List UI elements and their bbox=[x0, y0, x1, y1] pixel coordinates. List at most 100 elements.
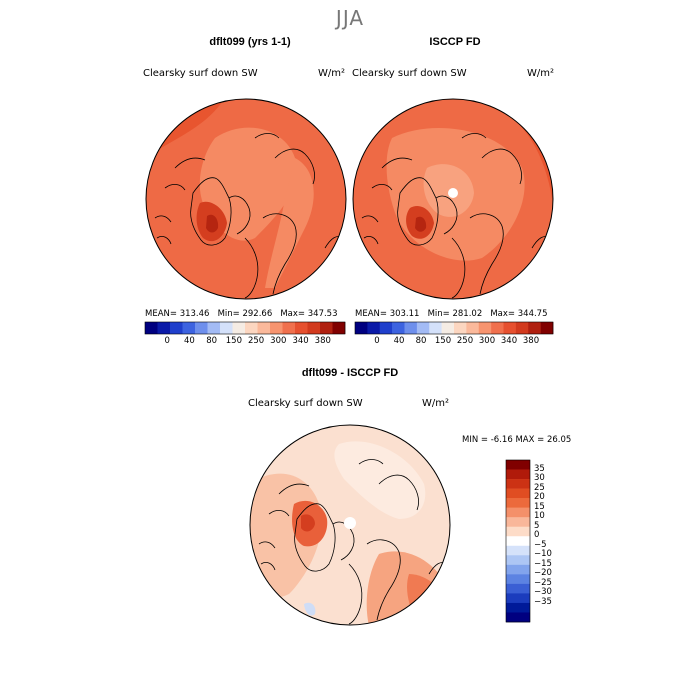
panel-1-variable: Clearsky surf down SW bbox=[143, 68, 258, 79]
panel-2-stats: MEAN= 303.11 Min= 281.02 Max= 344.75 bbox=[355, 309, 548, 319]
diff-field-neutral bbox=[334, 441, 426, 519]
diff-colorbar-swatch bbox=[506, 612, 530, 623]
panel-2-polar-map bbox=[352, 98, 554, 300]
panel-1-field-lower bbox=[199, 127, 297, 241]
panel-1-colorbar-tick-label: 150 bbox=[225, 336, 242, 346]
panel-2-units: W/m² bbox=[527, 68, 555, 79]
panel-2-colorbar-swatch bbox=[429, 322, 442, 334]
diff-panel-colorbar bbox=[505, 459, 531, 623]
panel-2-colorbar-tick-label: 80 bbox=[415, 336, 427, 346]
diff-colorbar-swatch bbox=[506, 545, 530, 556]
panel-1-colorbar-swatch bbox=[182, 322, 196, 334]
panel-2-colorbar-tick-label: 250 bbox=[456, 336, 474, 346]
diff-colorbar-tick-label: −10 bbox=[534, 549, 552, 560]
panel-2-colorbar-swatch bbox=[416, 322, 430, 334]
panel-2-colorbar-swatch bbox=[491, 322, 504, 334]
panel-1-colorbar-swatch bbox=[145, 322, 158, 334]
panel-1-field-greenland-core bbox=[206, 214, 219, 233]
panel-1-colorbar-tick-label: 340 bbox=[292, 336, 309, 346]
panel-2-colorbar-swatch bbox=[441, 322, 455, 334]
panel-1-coastlines bbox=[154, 133, 344, 299]
panel-2-colorbar-tick-label: 0 bbox=[374, 336, 380, 346]
panel-2-mean-label: MEAN= bbox=[355, 309, 387, 319]
diff-panel-polar-map bbox=[249, 424, 451, 626]
panel-2-colorbar-tick-label: 340 bbox=[500, 336, 518, 346]
diff-colorbar-tick-label: 30 bbox=[534, 473, 545, 484]
panel-1-colorbar-tick-label: 80 bbox=[206, 336, 218, 346]
diff-colorbar-swatch bbox=[506, 469, 530, 480]
diff-panel-title: dflt099 - ISCCP FD bbox=[301, 367, 399, 379]
panel-1-colorbar-tick-label: 40 bbox=[183, 336, 195, 346]
panel-1-colorbar-swatch bbox=[282, 322, 296, 334]
panel-2-colorbar-tick-label: 380 bbox=[522, 336, 540, 346]
panel-2-colorbar-ticks: 0 40 80 150 250 300 340 380 bbox=[355, 336, 553, 348]
diff-colorbar-swatch bbox=[506, 574, 530, 585]
panel-2-colorbar-swatch bbox=[503, 322, 517, 334]
panel-2-colorbar-tick-label: 300 bbox=[478, 336, 496, 346]
diff-colorbar-swatch bbox=[506, 517, 530, 528]
diff-colorbar-border bbox=[505, 459, 531, 623]
panel-1-mean-label: MEAN= bbox=[145, 309, 177, 319]
diff-colorbar-swatch bbox=[506, 479, 530, 489]
diff-colorbar-swatch bbox=[506, 498, 530, 508]
diff-colorbar-tick-label: 15 bbox=[534, 501, 545, 512]
diff-colorbar-tick-label: −5 bbox=[534, 539, 547, 550]
panel-1-colorbar-swatch bbox=[257, 322, 271, 334]
panel-2-colorbar-tick-label: 150 bbox=[434, 336, 452, 346]
diff-colorbar-tick-label: −15 bbox=[534, 558, 552, 569]
panel-1-max-value: 347.53 bbox=[307, 309, 338, 319]
panel-2-colorbar-border bbox=[354, 321, 554, 335]
panel-1-colorbar-swatch bbox=[195, 322, 208, 334]
diff-field-high-east bbox=[407, 574, 450, 625]
panel-2-colorbar-swatch bbox=[466, 322, 480, 334]
panel-2-colorbar-swatch bbox=[355, 322, 368, 334]
panel-2-colorbar-swatch bbox=[540, 322, 554, 334]
diff-colorbar-swatch bbox=[506, 555, 530, 566]
panel-2-coastlines bbox=[361, 133, 551, 299]
diff-panel-units: W/m² bbox=[422, 398, 450, 409]
panel-2-colorbar-swatch bbox=[528, 322, 541, 334]
panel-2-pole-gap bbox=[448, 188, 458, 198]
diff-colorbar-swatch bbox=[506, 593, 530, 604]
diff-field-negative bbox=[304, 602, 316, 616]
diff-colorbar-tick-label: 5 bbox=[534, 520, 540, 531]
panel-1-colorbar-swatch bbox=[270, 322, 283, 334]
diff-max-value: 26.05 bbox=[546, 435, 572, 445]
diff-colorbar-tick-label: 20 bbox=[534, 492, 545, 503]
panel-2-field-greenland-core bbox=[415, 216, 427, 232]
panel-1-colorbar-swatch bbox=[245, 322, 258, 334]
panel-1-colorbar-tick-label: 380 bbox=[314, 336, 331, 346]
panel-1-polar-map bbox=[145, 98, 347, 300]
panel-1-colorbar-border bbox=[144, 321, 346, 335]
diff-pole-gap bbox=[344, 517, 356, 529]
diff-max-label: MAX = bbox=[515, 435, 545, 445]
panel-1-colorbar bbox=[144, 321, 346, 335]
diff-panel-colorbar-ticks: 35 30 25 20 15 10 5 0 −5 −10 −15 −20 −25 −30 −35 bbox=[534, 460, 574, 622]
panel-2-variable: Clearsky surf down SW bbox=[352, 68, 467, 79]
panel-1-mean-value: 313.46 bbox=[179, 309, 210, 319]
panel-1-colorbar-swatch bbox=[170, 322, 183, 334]
panel-2-colorbar-swatch bbox=[392, 322, 405, 334]
diff-min-label: MIN = bbox=[462, 435, 489, 445]
panel-1-max-label: Max= bbox=[280, 309, 306, 319]
panel-2-colorbar-tick-label: 40 bbox=[393, 336, 405, 346]
panel-2-colorbar-swatch bbox=[367, 322, 381, 334]
panel-1-colorbar-swatch bbox=[157, 322, 171, 334]
diff-colorbar-tick-label: 25 bbox=[534, 482, 545, 493]
diff-colorbar-swatch bbox=[506, 488, 530, 499]
panel-2-min-value: 281.02 bbox=[452, 309, 483, 319]
panel-1-colorbar-swatch bbox=[207, 322, 221, 334]
diff-colorbar-swatch bbox=[506, 583, 530, 594]
panel-2-mean-value: 303.11 bbox=[389, 309, 420, 319]
panel-2-colorbar-swatch bbox=[379, 322, 393, 334]
diff-colorbar-swatch bbox=[506, 536, 530, 547]
panel-1-colorbar-tick-label: 300 bbox=[270, 336, 287, 346]
diff-colorbar-tick-label: 35 bbox=[534, 463, 545, 474]
diff-colorbar-swatch bbox=[506, 602, 530, 613]
diff-panel-variable: Clearsky surf down SW bbox=[248, 398, 363, 409]
diff-colorbar-swatch bbox=[506, 460, 530, 470]
panel-1-field-lower2 bbox=[265, 158, 314, 288]
panel-1-colorbar-swatch bbox=[307, 322, 321, 334]
panel-1-colorbar-ticks: 0 40 80 150 250 300 340 380 bbox=[145, 336, 345, 348]
panel-1-colorbar-tick-label: 250 bbox=[247, 336, 265, 346]
